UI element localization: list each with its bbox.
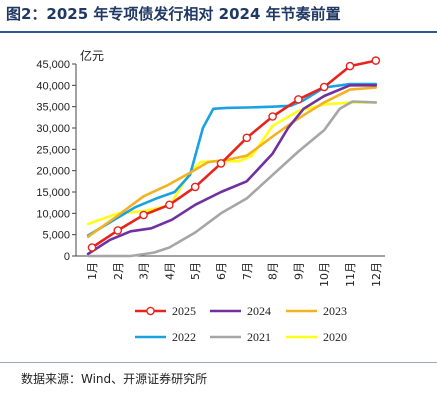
legend-item-2022: 2022	[135, 330, 196, 344]
y-tick-label: 30,000	[36, 123, 70, 135]
figure-title: 图2：2025 年专项债发行相对 2024 年节奏前置	[6, 5, 341, 23]
legend-label: 2025	[172, 304, 196, 318]
series-2025-point	[87, 243, 97, 252]
series-2025-line	[90, 59, 378, 249]
x-tick-label: 11月	[344, 262, 357, 287]
x-tick-label: 8月	[267, 262, 280, 280]
series-2025-point	[139, 210, 148, 220]
legend-item-2025: 2025	[135, 304, 196, 318]
y-tick-label: 0	[64, 251, 70, 263]
series-2025-point	[216, 159, 226, 168]
legend-marker	[146, 306, 155, 316]
x-tick-label: 3月	[138, 262, 151, 280]
legend-item-2021: 2021	[210, 330, 271, 344]
x-tick-label: 2月	[112, 262, 125, 280]
series-2025-point	[242, 133, 252, 143]
series-layer	[86, 56, 381, 258]
x-tick-label: 1月	[86, 262, 99, 280]
series-2025-point	[294, 95, 303, 104]
legend-label: 2020	[323, 330, 347, 344]
series-2025-point	[113, 226, 123, 235]
x-tick-label: 7月	[241, 262, 254, 280]
legend: 2025 2024 2023 2022 2021 2020	[135, 304, 347, 344]
y-tick-label: 40,000	[36, 80, 70, 92]
y-tick-label: 35,000	[36, 102, 70, 114]
x-tick-label: 5月	[189, 262, 202, 280]
series-2025-point	[319, 82, 329, 92]
y-axis: 0 5,000 10,000 15,000 20,000 25,000 30,000 35,0…	[36, 59, 77, 263]
legend-item-2020: 2020	[286, 330, 347, 344]
series-2025-point	[165, 200, 174, 210]
x-tick-label: 10月	[318, 262, 331, 287]
y-tick-label: 45,000	[36, 59, 70, 71]
y-tick-label: 20,000	[36, 166, 70, 178]
source-note: 数据来源：Wind、开源证券研究所	[21, 372, 208, 386]
series-2023-line	[86, 86, 378, 239]
x-tick-label: 6月	[215, 262, 228, 280]
x-tick-label: 9月	[292, 262, 305, 280]
legend-label: 2022	[172, 330, 196, 344]
series-2025-point	[371, 56, 381, 65]
series-2022-line	[86, 82, 378, 237]
x-tick-label: 12月	[370, 262, 383, 287]
series-2021-line	[86, 100, 378, 258]
x-tick-label: 4月	[163, 262, 176, 280]
y-tick-label: 10,000	[36, 208, 70, 220]
y-axis-unit-label: 亿元	[80, 48, 104, 63]
legend-item-2024: 2024	[210, 304, 271, 318]
footer-divider	[0, 362, 437, 363]
series-2025-point	[268, 112, 277, 121]
legend-item-2023: 2023	[286, 304, 347, 318]
y-tick-label: 5,000	[42, 230, 70, 242]
y-tick-label: 25,000	[36, 144, 70, 156]
series-2024-line	[86, 84, 378, 256]
title-divider	[0, 31, 437, 33]
series-2025-point	[345, 61, 355, 71]
line-chart: 0 5,000 10,000 15,000 20,000 25,000 30,000 35,0…	[36, 48, 385, 344]
legend-label: 2023	[323, 304, 347, 318]
y-tick-label: 15,000	[36, 187, 70, 199]
legend-label: 2021	[247, 330, 271, 344]
legend-label: 2024	[247, 304, 271, 318]
x-axis: 1月 2月 3月 4月 5月 6月 7月 8月 9月 10月 11月 12月	[76, 255, 385, 287]
series-2025-point	[190, 182, 200, 192]
